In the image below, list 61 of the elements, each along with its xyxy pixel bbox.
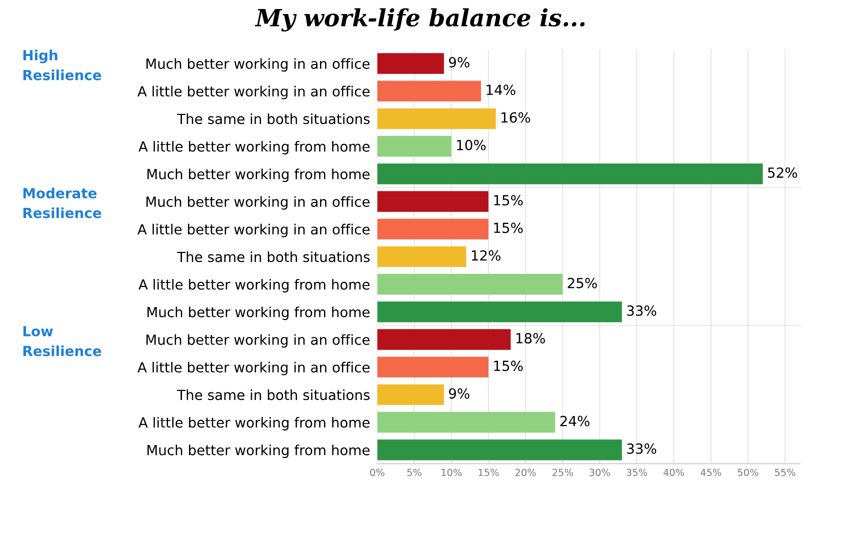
bar: [377, 218, 488, 240]
bar: [377, 412, 556, 433]
x-tick-label: 30%: [590, 468, 610, 476]
data-label: 25%: [568, 278, 597, 288]
x-tick-label: 25%: [552, 468, 573, 476]
y-tick-label: A little better working from home: [138, 279, 370, 292]
y-tick-label: A little better working from home: [138, 141, 370, 154]
bar: [377, 136, 452, 157]
y-tick-label: Much better working in an office: [146, 58, 370, 72]
data-label: 12%: [472, 250, 500, 261]
x-tick-label: 40%: [664, 468, 684, 476]
bar: [377, 384, 444, 406]
data-label: 14%: [486, 84, 516, 96]
y-tick-label: The same in both situations: [177, 251, 370, 262]
x-tick-label: 0%: [370, 468, 384, 476]
y-tick-label: The same in both situations: [177, 389, 370, 400]
y-axis-title: High Resilience: [23, 50, 102, 80]
y-axis-title: Low Resilience: [23, 326, 102, 356]
bar: [377, 356, 488, 378]
data-label: 15%: [494, 195, 523, 206]
y-tick-label: A little better working in an office: [137, 362, 370, 376]
y-tick-label: Much better working from home: [147, 306, 370, 320]
y-tick-label: Much better working from home: [147, 444, 370, 458]
bar: [377, 302, 622, 322]
x-tick-label: 50%: [738, 468, 758, 476]
data-label: 18%: [516, 333, 545, 344]
x-tick-label: 15%: [478, 468, 499, 476]
bar: [377, 191, 488, 212]
data-label: 10%: [457, 140, 486, 150]
data-label: 9%: [448, 57, 470, 68]
data-label: 52%: [768, 167, 798, 178]
y-tick-label: A little better working from home: [138, 417, 370, 430]
bar: [377, 329, 511, 350]
bar: [377, 164, 763, 184]
bar: [377, 440, 622, 460]
x-tick-label: 10%: [442, 468, 462, 476]
y-tick-label: Much better working from home: [147, 168, 370, 182]
y-tick-label: A little better working in an office: [137, 224, 370, 238]
y-axis-title: Moderate Resilience: [23, 188, 102, 218]
y-tick-label: A little better working in an office: [137, 86, 370, 100]
x-tick-label: 5%: [407, 468, 422, 476]
y-tick-label: Much better working in an office: [146, 196, 370, 210]
bar: [377, 274, 563, 295]
y-tick-label: The same in both situations: [177, 113, 370, 124]
bar: [377, 53, 444, 74]
data-label: 33%: [627, 305, 656, 316]
chart-title: My work-life balance is...: [254, 8, 585, 32]
x-tick-label: 20%: [515, 468, 536, 476]
x-tick-label: 55%: [775, 468, 796, 476]
data-label: 16%: [502, 112, 530, 123]
data-label: 15%: [494, 360, 523, 372]
data-label: 15%: [494, 222, 523, 234]
x-tick-label: 35%: [626, 468, 648, 476]
y-tick-label: Much better working in an office: [146, 334, 370, 348]
data-label: 9%: [448, 388, 470, 399]
x-tick-label: 45%: [700, 468, 722, 476]
bar: [377, 108, 496, 130]
bar: [377, 80, 482, 102]
data-label: 33%: [627, 443, 656, 454]
data-label: 24%: [560, 416, 590, 426]
bar: [377, 246, 466, 268]
